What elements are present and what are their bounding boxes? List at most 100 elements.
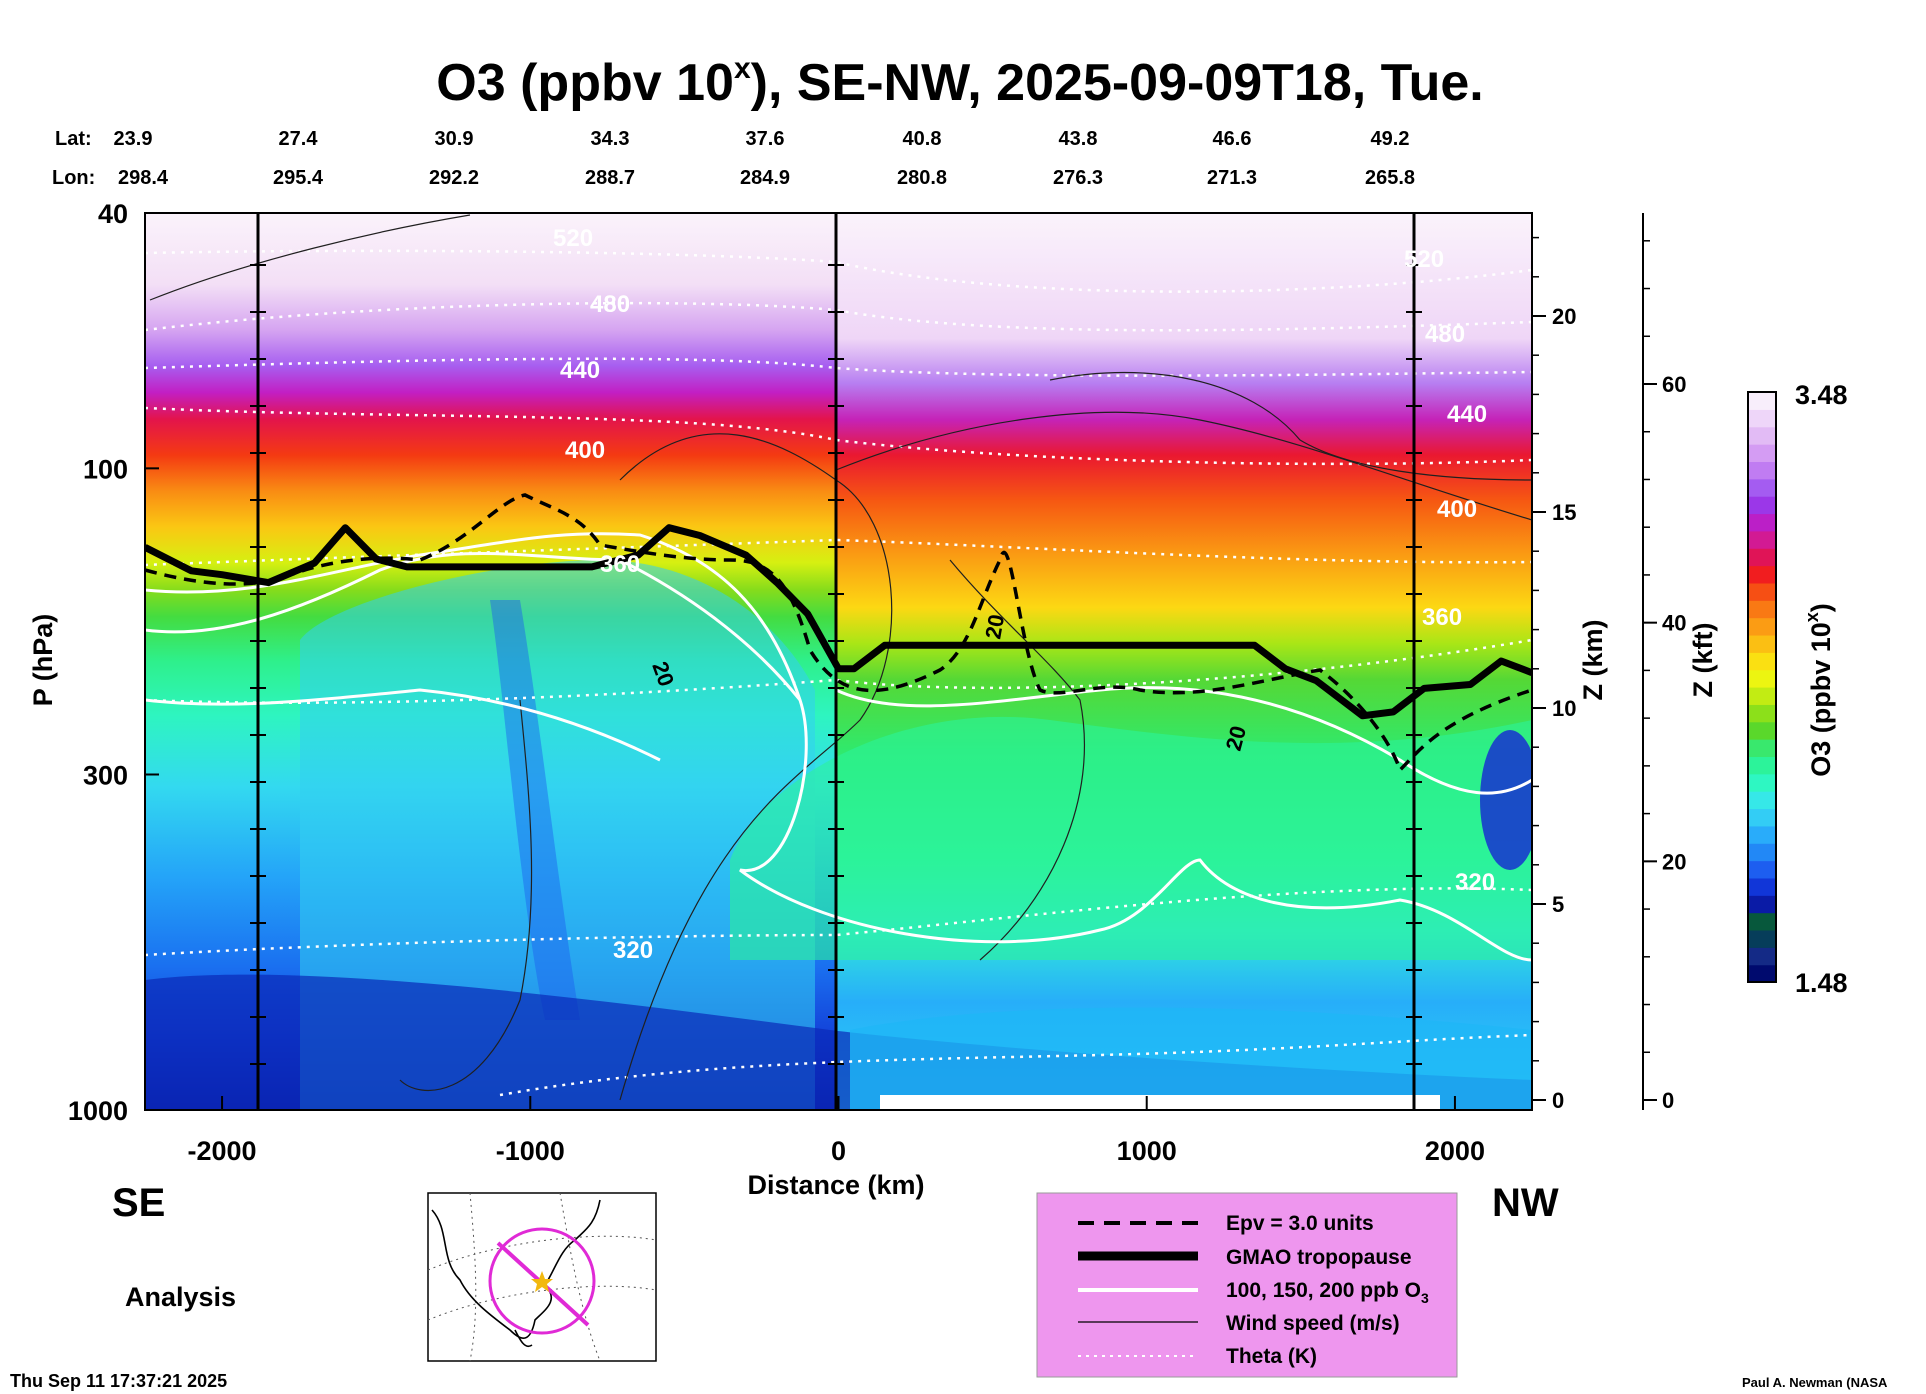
y-tick-label: 40 [98,199,128,229]
colorbar-segment [1748,773,1776,792]
lon-value: 284.9 [740,167,790,189]
lat-value: 49.2 [1371,128,1410,150]
colorbar-segment [1748,721,1776,740]
colorbar-segment [1748,895,1776,914]
colorbar-frame [1747,391,1777,983]
field-blue-blob [1480,730,1532,870]
x-tick-label: 2000 [1425,1136,1485,1166]
z-km-tick-label: 15 [1552,500,1576,525]
inset-map [427,1192,657,1362]
theta-label-360a: 360 [600,551,640,578]
colorbar-segment [1748,478,1776,497]
colorbar-segment [1748,739,1776,758]
x-tick-label: -2000 [188,1136,257,1166]
x-axis-title: Distance (km) [747,1170,924,1200]
colorbar-segment [1748,582,1776,601]
footer-credit: Paul A. Newman (NASA [1742,1375,1888,1390]
inset-map-grid [427,1192,657,1362]
colorbar-title: O3 (ppbv 10x) [1802,603,1836,777]
colorbar-segment [1748,912,1776,931]
colorbar-segment [1748,687,1776,705]
chart-title: O3 (ppbv 10x), SE-NW, 2025-09-09T18, Tue… [436,52,1483,112]
colorbar-segment [1748,548,1776,567]
colorbar-segment [1748,808,1776,827]
x-tick-label: 0 [831,1136,846,1166]
lon-value: 292.2 [429,167,479,189]
lon-value: 271.3 [1207,167,1257,189]
colorbar-segment [1748,860,1776,879]
theta-520 [145,249,1532,293]
lon-value: 276.3 [1053,167,1103,189]
lon-value: 280.8 [897,167,947,189]
colorbar-segment [1748,617,1776,636]
theta-480 [145,301,1532,332]
wind-contour-2 [619,433,893,1101]
ozone-field [145,213,1532,1110]
field-surface-cyan-nw [850,1007,1532,1110]
se-label: SE [112,1181,165,1225]
gmao-tropopause-line [145,524,1532,720]
footer-timestamp: Thu Sep 11 17:37:21 2025 [10,1371,227,1391]
theta-label-520a: 520 [553,225,593,252]
colorbar-segment [1748,791,1776,810]
colorbar-segment [1748,426,1776,445]
lat-value: 37.6 [746,128,785,150]
z-kft-tick-label: 40 [1662,611,1686,636]
x-tick-label: 1000 [1117,1136,1177,1166]
colorbar-segment [1748,825,1776,844]
legend: Epv = 3.0 units GMAO tropopause 100, 150… [1036,1192,1458,1378]
lat-value: 40.8 [903,128,942,150]
contour-labels: 520 520 480 480 440 440 400 400 360 360 … [553,225,1495,964]
colorbar-segment [1748,756,1776,775]
o3-contour-100 [145,532,1532,962]
legend-label-wind: Wind speed (m/s) [1226,1312,1400,1335]
nw-label: NW [1492,1181,1559,1225]
colorbar-segment [1748,929,1776,948]
colorbar-segment [1748,444,1776,463]
y-tick-label: 100 [83,454,128,484]
z-km-tick-label: 20 [1552,304,1576,329]
z-kft-axis-title: Z (kft) [1688,623,1718,698]
analysis-label: Analysis [125,1282,236,1312]
colorbar-segment [1748,565,1776,584]
field-surface-gap [880,1095,1440,1110]
theta-label-320a: 320 [613,937,653,964]
field-green-dome [730,716,1532,960]
wind-contour-1 [149,214,471,301]
lat-value: 23.9 [114,128,153,150]
o3-contour-200 [145,688,661,762]
y-axis-title: P (hPa) [28,614,58,707]
o3-contour-150 [145,551,802,701]
colorbar [1748,392,1776,983]
lat-header-label: Lat: [55,128,92,150]
lon-value: 265.8 [1365,167,1415,189]
theta-label-360b: 360 [1422,604,1462,631]
colorbar-segment [1748,669,1776,688]
wind-contour-4 [949,559,1085,961]
colorbar-segment [1748,496,1776,515]
lon-value: 298.4 [118,167,169,189]
legend-label-tropopause: GMAO tropopause [1226,1246,1412,1269]
inset-map-florida [514,1329,533,1348]
z-kft-axis-ticks: 0 20 40 60 [1643,240,1686,1113]
wind-contour-3 [399,699,533,1091]
z-kft-tick-label: 60 [1662,372,1686,397]
theta-400 [145,406,1532,466]
inset-map-center-star [531,1271,553,1292]
colorbar-segment [1748,600,1776,619]
z-km-tick-label: 10 [1552,696,1576,721]
legend-label-theta: Theta (K) [1226,1345,1317,1368]
theta-label-520b: 520 [1404,246,1444,273]
colorbar-segment [1748,513,1776,532]
theta-label-400a: 400 [565,437,605,464]
colorbar-segment [1748,947,1776,966]
x-tick-label: -1000 [496,1136,565,1166]
wind-label-20b: 20 [980,612,1009,640]
lat-lon-values: 23.9 27.4 30.9 34.3 37.6 40.8 43.8 46.6 49.2 298.… [114,128,1416,189]
colorbar-max-label: 3.48 [1795,380,1848,410]
theta-label-480a: 480 [590,291,630,318]
y-tick-label: 300 [83,760,128,790]
lat-value: 27.4 [279,128,319,150]
o3-ppb-contours [145,532,1532,962]
